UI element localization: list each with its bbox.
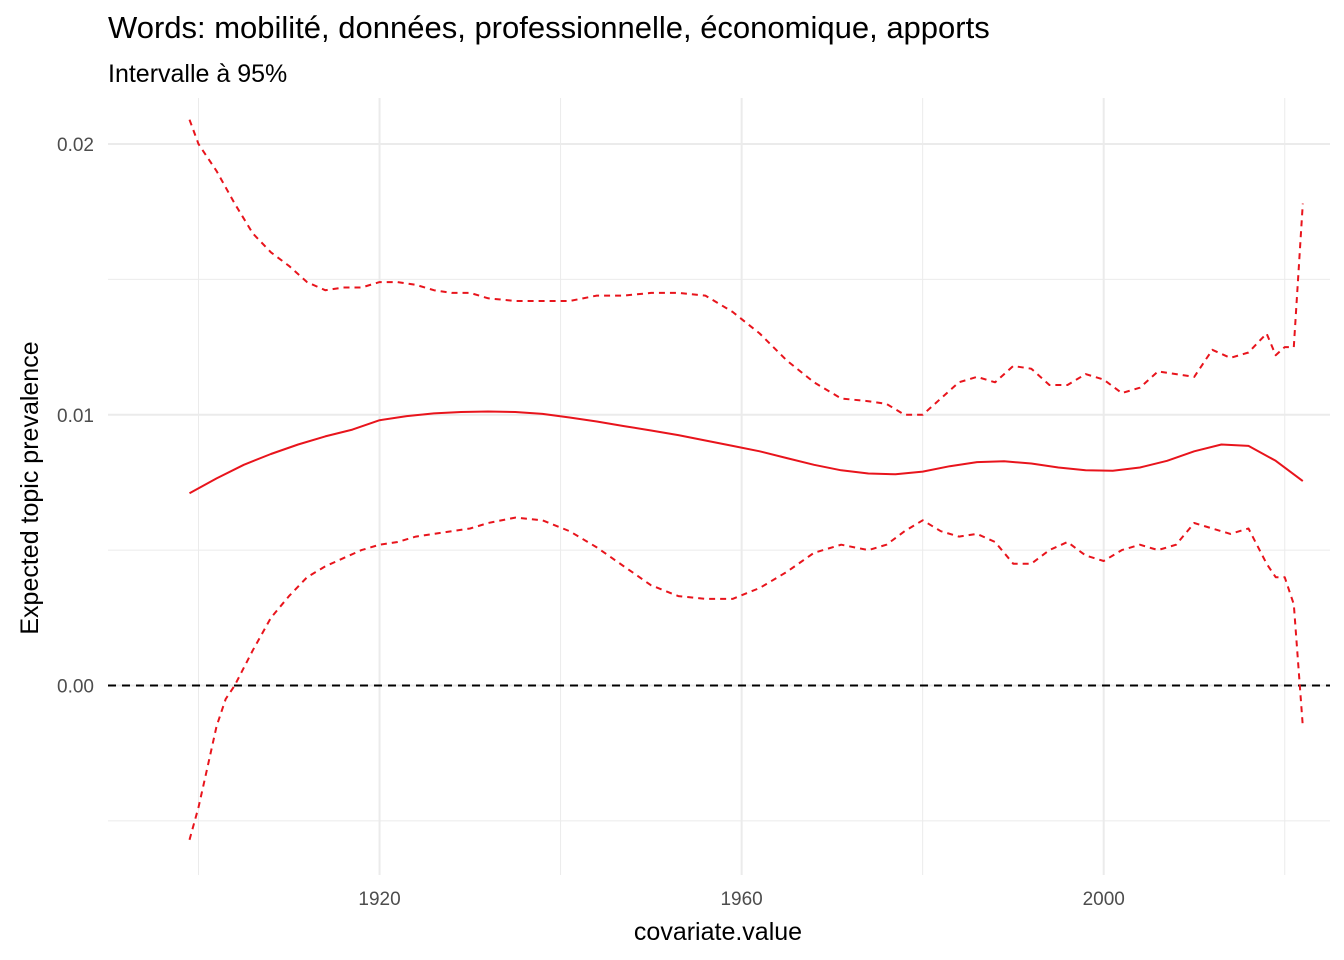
tick-labels-layer: 1920 1960 2000 0.00 0.01 0.02: [57, 135, 1125, 910]
series-layer: [188, 119, 1304, 841]
x-axis-title: covariate.value: [634, 918, 802, 946]
y-axis-title: Expected topic prevalence: [16, 341, 44, 634]
chart-title: Words: mobilité, données, professionnell…: [108, 10, 990, 45]
x-tick-label: 2000: [1083, 889, 1125, 910]
lower-ci-line: [188, 516, 1304, 841]
estimate-line: [189, 410, 1304, 495]
y-tick-label: 0.02: [57, 135, 94, 156]
upper-ci-line: [188, 119, 1304, 416]
y-tick-label: 0.01: [57, 406, 94, 427]
x-tick-label: 1920: [358, 889, 400, 910]
chart-subtitle: Intervalle à 95%: [108, 60, 288, 88]
x-tick-label: 1960: [720, 889, 762, 910]
y-tick-label: 0.00: [57, 676, 94, 697]
grid-layer: [108, 98, 1330, 875]
